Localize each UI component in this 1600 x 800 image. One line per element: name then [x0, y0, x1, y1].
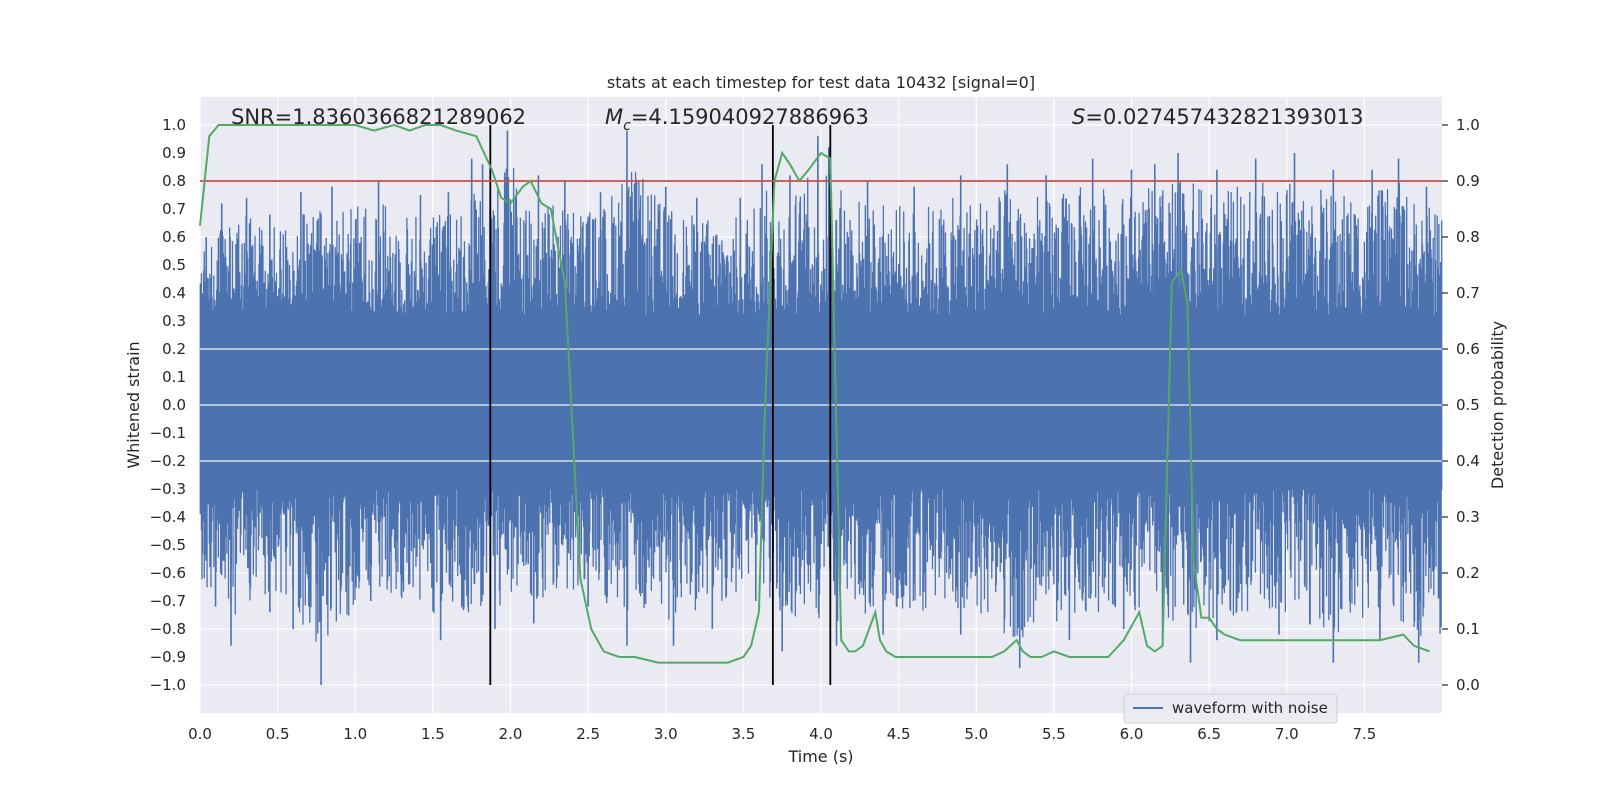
s-symbol: S: [1072, 105, 1085, 129]
y-left-tick-label: 0.4: [162, 284, 186, 302]
y-left-tick-label: 0.7: [162, 200, 186, 218]
y-left-axis-ticks: 1.0 0.9 0.8 0.7 0.6 0.5 0.4 0.3 0.2 0.1 0.0 −0.1 −0.…: [150, 116, 186, 694]
s-annotation: S=0.027457432821393013: [1072, 105, 1363, 129]
legend-label: waveform with noise: [1172, 699, 1328, 717]
y-right-axis-label: Detection probability: [1488, 321, 1507, 489]
x-tick-label: 0.0: [188, 725, 212, 743]
x-tick-label: 7.5: [1352, 725, 1376, 743]
x-tick-label: 3.5: [731, 725, 755, 743]
y-right-tick-label: 0.6: [1456, 340, 1480, 358]
y-left-tick-label: −0.7: [150, 592, 186, 610]
s-value: =0.027457432821393013: [1085, 105, 1363, 129]
x-tick-label: 4.5: [887, 725, 911, 743]
y-right-tick-label: 0.0: [1456, 676, 1480, 694]
y-left-tick-label: −0.3: [150, 480, 186, 498]
y-right-tick-label: 0.1: [1456, 620, 1480, 638]
x-tick-label: 2.0: [499, 725, 523, 743]
y-right-tick-label: 0.4: [1456, 452, 1480, 470]
chirp-mass-subscript: c: [623, 118, 631, 134]
y-left-tick-label: −0.5: [150, 536, 186, 554]
legend: waveform with noise: [1123, 693, 1338, 724]
x-tick-label: 1.5: [421, 725, 445, 743]
x-tick-label: 6.5: [1197, 725, 1221, 743]
waveform-series: [199, 130, 1443, 685]
x-tick-label: 5.0: [964, 725, 988, 743]
y-left-tick-label: 0.3: [162, 312, 186, 330]
y-right-axis-ticks: 1.0 0.9 0.8 0.7 0.6 0.5 0.4 0.3 0.2 0.1 0.0: [1442, 116, 1480, 694]
y-left-tick-label: −0.4: [150, 508, 186, 526]
y-left-tick-label: 0.6: [162, 228, 186, 246]
y-left-tick-label: −0.1: [150, 424, 186, 442]
y-left-tick-label: −0.8: [150, 620, 186, 638]
y-left-tick-label: 0.0: [162, 396, 186, 414]
y-left-axis-label: Whitened strain: [124, 341, 143, 468]
detection-probability-line: [199, 123, 1430, 664]
legend-box: [1123, 693, 1338, 724]
y-left-tick-label: −0.2: [150, 452, 186, 470]
x-axis-ticks: 0.0 0.5 1.0 1.5 2.0 2.5 3.0 3.5 4.0 4.5 5.0 5.5 6.0 6…: [188, 725, 1376, 743]
y-left-tick-label: 0.5: [162, 256, 186, 274]
y-right-tick-label: 0.7: [1456, 284, 1480, 302]
chirp-mass-value: =4.159040927886963: [631, 105, 869, 129]
y-left-tick-label: −0.9: [150, 648, 186, 666]
waveform-dense-band: [200, 315, 1442, 489]
x-tick-label: 7.0: [1275, 725, 1299, 743]
y-left-tick-label: 0.2: [162, 340, 186, 358]
chart-title: stats at each timestep for test data 104…: [607, 73, 1035, 92]
y-left-tick-label: 1.0: [162, 116, 186, 134]
y-right-tick-label: 0.5: [1456, 396, 1480, 414]
x-tick-label: 1.0: [343, 725, 367, 743]
snr-annotation: SNR=1.8360366821289062: [231, 105, 526, 129]
x-tick-label: 5.5: [1042, 725, 1066, 743]
y-right-tick-label: 0.8: [1456, 228, 1480, 246]
x-tick-label: 0.5: [266, 725, 290, 743]
chirp-mass-annotation: Mc=4.159040927886963: [605, 105, 869, 134]
chirp-mass-symbol: M: [605, 105, 623, 129]
x-tick-label: 3.0: [654, 725, 678, 743]
y-left-tick-label: 0.9: [162, 144, 186, 162]
detection-probability-series: [199, 123, 1430, 664]
y-left-tick-label: 0.1: [162, 368, 186, 386]
x-tick-label: 4.0: [809, 725, 833, 743]
x-tick-label: 2.5: [576, 725, 600, 743]
y-right-tick-label: 0.2: [1456, 564, 1480, 582]
x-axis-label: Time (s): [787, 747, 853, 766]
y-left-tick-label: −0.6: [150, 564, 186, 582]
y-right-tick-label: 0.3: [1456, 508, 1480, 526]
y-left-tick-label: 0.8: [162, 172, 186, 190]
y-left-tick-label: −1.0: [150, 676, 186, 694]
y-right-tick-label: 0.9: [1456, 172, 1480, 190]
y-right-tick-label: 1.0: [1456, 116, 1480, 134]
x-tick-label: 6.0: [1120, 725, 1144, 743]
